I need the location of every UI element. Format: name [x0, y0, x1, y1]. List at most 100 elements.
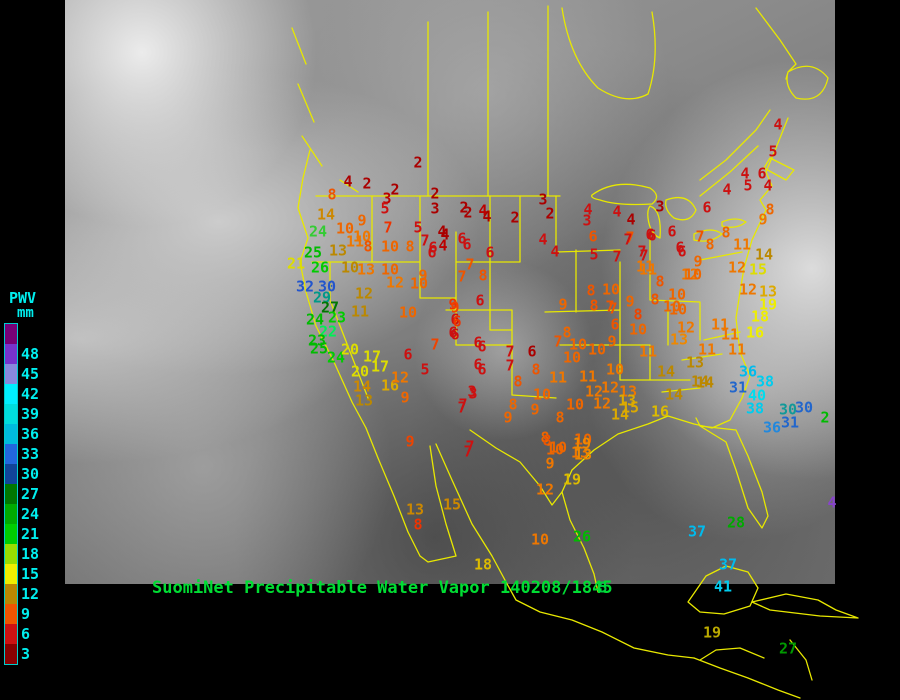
- station-value: 9: [758, 210, 768, 229]
- station-value: 13: [573, 445, 593, 464]
- station-value: 4: [550, 242, 560, 261]
- station-value: 10: [668, 300, 688, 319]
- station-value: 7: [463, 442, 473, 461]
- station-value: 16: [380, 376, 400, 395]
- station-value: 15: [620, 398, 640, 417]
- station-value: 8: [531, 360, 541, 379]
- station-value: 9: [405, 432, 415, 451]
- station-value: 14: [656, 362, 676, 381]
- station-value: 5: [420, 360, 430, 379]
- station-value: 4: [763, 176, 773, 195]
- legend-row: [5, 324, 17, 344]
- station-value: 7: [430, 335, 440, 354]
- station-value: 31: [780, 413, 800, 432]
- station-value: 7: [695, 227, 705, 246]
- station-value: 10: [340, 258, 360, 277]
- legend-row: 18: [5, 544, 39, 564]
- station-value: 36: [762, 418, 782, 437]
- station-value: 13: [328, 241, 348, 260]
- station-value: 5: [598, 578, 608, 597]
- station-value: 8: [633, 305, 643, 324]
- station-value: 8: [363, 237, 373, 256]
- station-value: 12: [385, 273, 405, 292]
- station-value: 9: [448, 295, 458, 314]
- station-value: 10: [398, 303, 418, 322]
- image-caption: SuomiNet Precipitable Water Vapor 140208…: [152, 578, 613, 598]
- legend-row: 27: [5, 484, 39, 504]
- station-value: 10: [565, 395, 585, 414]
- station-value: 24: [305, 310, 325, 329]
- legend-row: 24: [5, 504, 39, 524]
- station-value: 7: [608, 299, 618, 318]
- station-value: 7: [612, 247, 622, 266]
- legend-value-label: 39: [21, 405, 40, 423]
- station-value: 7: [420, 231, 430, 250]
- station-value: 20: [340, 340, 360, 359]
- station-value: 9: [530, 400, 540, 419]
- station-value: 13: [685, 353, 705, 372]
- station-value: 11: [727, 340, 747, 359]
- station-value: 12: [600, 378, 620, 397]
- station-value: 32: [295, 277, 315, 296]
- station-value: 11: [350, 302, 370, 321]
- legend-row: 30: [5, 464, 39, 484]
- legend-color-swatch: [5, 524, 17, 544]
- legend-value-label: 18: [21, 545, 40, 563]
- station-value: 4: [827, 493, 837, 512]
- station-value: 11: [697, 340, 717, 359]
- station-value: 3: [382, 189, 392, 208]
- station-value: 6: [473, 333, 483, 352]
- station-value: 17: [362, 347, 382, 366]
- station-value: 6: [428, 238, 438, 257]
- legend-color-swatch: [5, 444, 17, 464]
- station-value: 2: [362, 174, 372, 193]
- station-value: 4: [583, 200, 593, 219]
- station-value: 8: [327, 185, 337, 204]
- station-value: 10: [548, 438, 568, 457]
- station-value: 2: [430, 184, 440, 203]
- station-value: 10: [380, 260, 400, 279]
- station-value: 12: [676, 318, 696, 337]
- station-value: 2: [390, 180, 400, 199]
- station-value: 30: [317, 277, 337, 296]
- station-value: 8: [589, 296, 599, 315]
- station-value: 3: [467, 382, 477, 401]
- station-value: 10: [568, 335, 588, 354]
- station-value: 2: [545, 204, 555, 223]
- station-value: 14: [664, 385, 684, 404]
- legend-value-label: 42: [21, 385, 40, 403]
- station-value: 10: [573, 430, 593, 449]
- station-value: 8: [413, 515, 423, 534]
- legend-color-swatch: [5, 384, 17, 404]
- station-value: 27: [320, 298, 340, 317]
- station-value: 4: [478, 201, 488, 220]
- station-value: 7: [465, 437, 475, 456]
- station-value: 7: [457, 398, 467, 417]
- station-value: 27: [778, 639, 798, 658]
- legend-value-label: 15: [21, 565, 40, 583]
- station-value: 23: [307, 331, 327, 350]
- legend-value-label: 24: [21, 505, 40, 523]
- station-value: 10: [587, 340, 607, 359]
- station-value: 10: [409, 274, 429, 293]
- station-value: 10: [662, 297, 682, 316]
- station-value: 3: [430, 199, 440, 218]
- station-value: 10: [335, 219, 355, 238]
- station-value: 4: [626, 210, 636, 229]
- station-value: 31: [728, 378, 748, 397]
- station-value: 7: [505, 356, 515, 375]
- station-value: 10: [380, 237, 400, 256]
- station-value: 4: [482, 207, 492, 226]
- station-value: 18: [473, 555, 493, 574]
- station-value: 10: [667, 285, 687, 304]
- station-value: 9: [607, 332, 617, 351]
- legend-color-swatch: [5, 484, 17, 504]
- station-value: 11: [548, 368, 568, 387]
- station-value: 2: [459, 198, 469, 217]
- station-value: 9: [545, 454, 555, 473]
- station-value: 9: [625, 292, 635, 311]
- station-value: 8: [405, 237, 415, 256]
- legend-value-label: 27: [21, 485, 40, 503]
- station-value: 13: [669, 330, 689, 349]
